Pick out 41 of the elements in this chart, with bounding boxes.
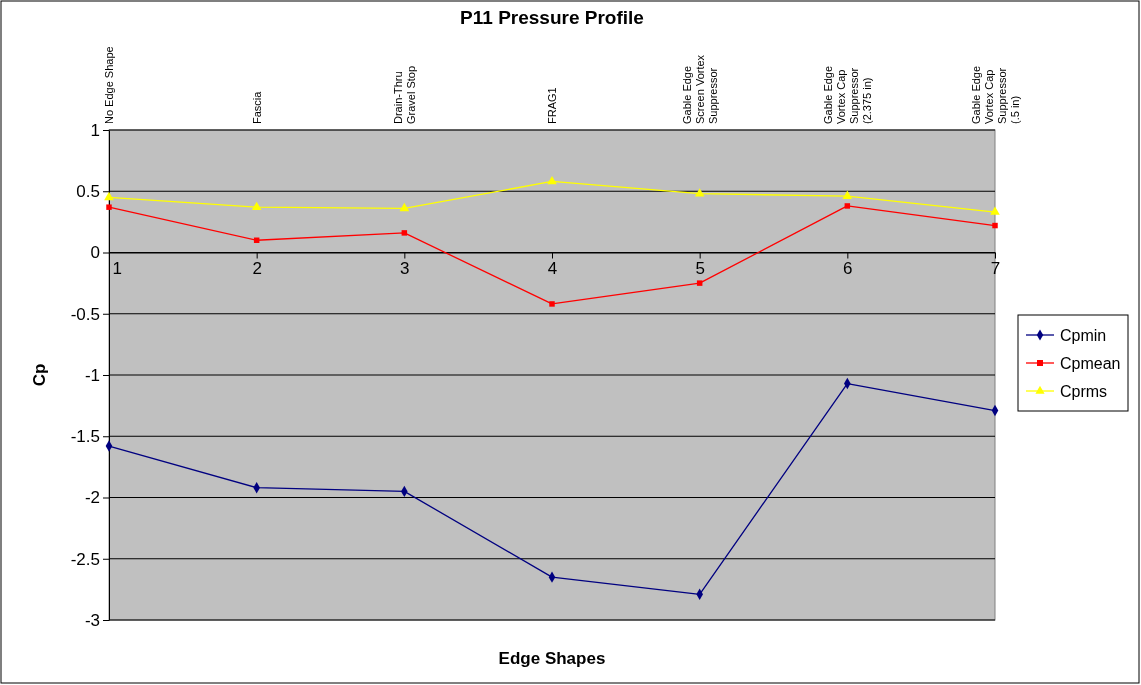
text: Gable Edge Vortex Cap Suppressor (.5 in) (969, 65, 1021, 124)
y-tick-label: 0.5 (76, 182, 100, 202)
point (844, 203, 851, 209)
point (106, 204, 112, 210)
y-tick-label: -2.5 (70, 549, 100, 569)
point (399, 202, 410, 212)
x-tick-label: 4 (547, 258, 558, 278)
y-tick-label: 1 (90, 120, 100, 140)
y-tick-label: -2 (84, 488, 100, 508)
legend-label: Cprms (1060, 383, 1108, 400)
text: No Edge Shape (103, 46, 115, 124)
x-axis-title: Edge Shapes (498, 649, 606, 668)
y-tick-label: -0.5 (70, 304, 100, 324)
point (547, 175, 557, 185)
point (549, 301, 555, 307)
x-tick-label: 7 (990, 258, 1001, 278)
text: Drain-Thru Gravel Stop (391, 65, 417, 124)
point (694, 188, 705, 197)
text: FRAG1 (546, 87, 558, 124)
chart-title: P11 Pressure Profile (460, 7, 644, 28)
text: Gable Edge Vortex Cap Suppressor (2.375 in) (821, 65, 873, 124)
text: Gable Edge Screen Vortex Suppressor (680, 54, 719, 124)
y-tick-label: 0 (90, 243, 100, 263)
point (990, 206, 1000, 215)
y-axis-title: Cp (30, 363, 49, 387)
x-tick-label: 5 (695, 258, 705, 278)
x-tick-label: 3 (400, 258, 410, 278)
y-tick-label: -1 (84, 365, 100, 385)
y-tick-label: -1.5 (70, 427, 100, 447)
point (992, 222, 998, 229)
point (401, 230, 408, 236)
text: Fascia (250, 90, 263, 124)
x-tick-label: 1 (112, 258, 122, 278)
legend-label: Cpmean (1060, 355, 1121, 372)
point (696, 280, 703, 286)
point (251, 201, 262, 210)
legend-label: Cpmin (1060, 327, 1107, 344)
y-tick-label: -3 (84, 610, 100, 630)
x-tick-label: 6 (843, 258, 853, 278)
point (842, 190, 853, 199)
x-tick-label: 2 (252, 258, 262, 278)
